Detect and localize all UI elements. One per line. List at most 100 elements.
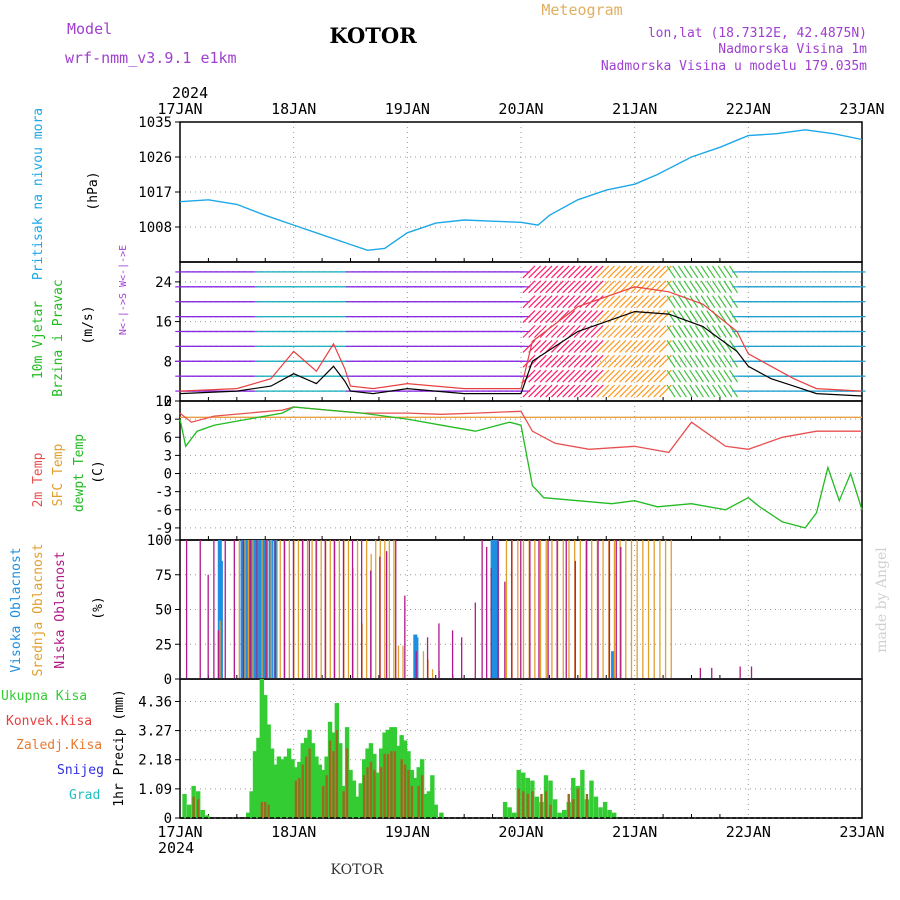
total-rain-bar: [351, 780, 357, 818]
wind-arrow: [607, 339, 621, 353]
conv-rain-bar: [544, 791, 548, 818]
wind-arrow: [717, 325, 727, 338]
wind-arrow: [712, 369, 722, 383]
wind-arrow: [689, 340, 699, 353]
wind-arrow: [717, 310, 727, 323]
wind-arrow: [596, 354, 610, 368]
wind-arrow: [666, 369, 676, 383]
wind-unit: (m/s): [81, 305, 96, 344]
wind-arrow: [590, 354, 604, 368]
conv-rain-bar: [522, 791, 525, 818]
wind-arrow: [700, 325, 710, 338]
wind-arrow: [545, 354, 559, 368]
wind-compass: N<-|->S W<-|->E: [118, 245, 129, 335]
wind-speed-line: [179, 310, 863, 397]
conv-rain-bar: [322, 785, 325, 818]
wind-arrow: [706, 265, 716, 279]
wind-arrow: [723, 384, 733, 398]
wind-arrow: [672, 295, 682, 309]
pressure-line: [179, 129, 863, 252]
total-rain-bar: [256, 737, 261, 818]
total-rain-bar: [280, 759, 285, 818]
wind-arrow: [653, 265, 667, 279]
wind-arrow: [528, 295, 542, 309]
wind-arrow: [666, 325, 676, 338]
conv-rain-bar: [400, 759, 403, 818]
wind-arrow: [666, 354, 676, 368]
date-label-bottom: 21JAN: [612, 823, 657, 841]
wind-arrow: [677, 369, 687, 383]
wind-arrow: [573, 354, 587, 368]
wind-arrow: [666, 280, 676, 294]
wind-arrow: [700, 265, 710, 279]
wind-arrow: [647, 354, 661, 368]
wind-arrow: [562, 280, 576, 294]
wind-arrow: [723, 325, 733, 338]
wind-arrow: [689, 295, 699, 309]
total-rain-bar: [259, 679, 265, 818]
wind-arrow: [590, 339, 604, 353]
wind-arrow: [706, 369, 716, 383]
wind-arrow: [636, 384, 650, 398]
wind-arrow: [550, 295, 564, 309]
wind-arrow: [689, 384, 699, 398]
wind-arrow: [717, 280, 727, 294]
y-tick-label: -3: [155, 485, 172, 501]
wind-arrow: [533, 295, 547, 309]
conv-rain-bar: [325, 775, 328, 818]
wind-arrow: [562, 369, 576, 383]
wind-arrow: [619, 265, 632, 279]
wind-arrow: [550, 265, 564, 279]
wind-arrow: [647, 310, 661, 324]
total-rain-bar: [548, 780, 553, 818]
wind-arrow: [653, 339, 667, 353]
wind-arrow: [624, 325, 638, 338]
total-rain-bar: [290, 759, 295, 818]
wind-arrow: [712, 354, 722, 368]
wind-arrow: [567, 280, 581, 294]
conv-rain-bar: [267, 804, 270, 818]
cloud-high-bar: [492, 540, 497, 679]
conv-rain-bar: [362, 775, 366, 818]
y-tick-label: 0: [164, 811, 172, 827]
wind-arrow: [653, 295, 667, 309]
date-label-bottom: 23JAN: [839, 823, 884, 841]
total-rain-bar: [182, 793, 187, 818]
date-label-bottom: 20JAN: [498, 823, 543, 841]
wind-arrow: [522, 354, 536, 368]
wind-arrow: [539, 339, 553, 353]
wind-arrow: [706, 384, 716, 398]
wind-arrow: [533, 280, 547, 294]
total-rain-bar: [593, 796, 599, 818]
wind-arrow: [677, 354, 687, 368]
wind-panel: 0 8 16 24: [155, 261, 866, 410]
wind-arrow: [723, 369, 733, 383]
wind-arrow: [607, 354, 621, 368]
wind-arrow: [533, 369, 547, 383]
y-tick-label: 1008: [138, 220, 172, 236]
wind-arrow: [533, 325, 547, 338]
wind-arrow: [528, 369, 542, 383]
conv-rain-bar: [386, 753, 390, 818]
wind-arrow: [573, 280, 587, 294]
y-tick-label: 0: [164, 394, 172, 410]
model-name: wrf-nmm_v3.9.1 e1km: [65, 49, 237, 67]
wind-arrow: [624, 265, 638, 279]
temp-ylabel-1: 2m Temp: [31, 452, 46, 507]
wind-arrow: [647, 265, 661, 279]
total-rain-bar: [358, 783, 363, 818]
wind-barbs: [175, 265, 866, 398]
total-rain-bar: [246, 812, 251, 818]
wind-arrow: [706, 354, 716, 368]
wind-arrow: [630, 339, 644, 353]
wind-arrow: [545, 339, 559, 353]
wind-arrow: [585, 339, 598, 353]
wind-arrow: [567, 384, 581, 398]
wind-arrow: [694, 384, 704, 398]
wind-arrow: [533, 354, 547, 368]
wind-arrow: [550, 354, 564, 368]
y-tick-label: 1.09: [138, 782, 172, 798]
wind-arrow: [539, 369, 553, 383]
pressure-panel: 1008 1017 1026 1035: [138, 115, 863, 263]
conv-rain-bar: [572, 799, 575, 818]
